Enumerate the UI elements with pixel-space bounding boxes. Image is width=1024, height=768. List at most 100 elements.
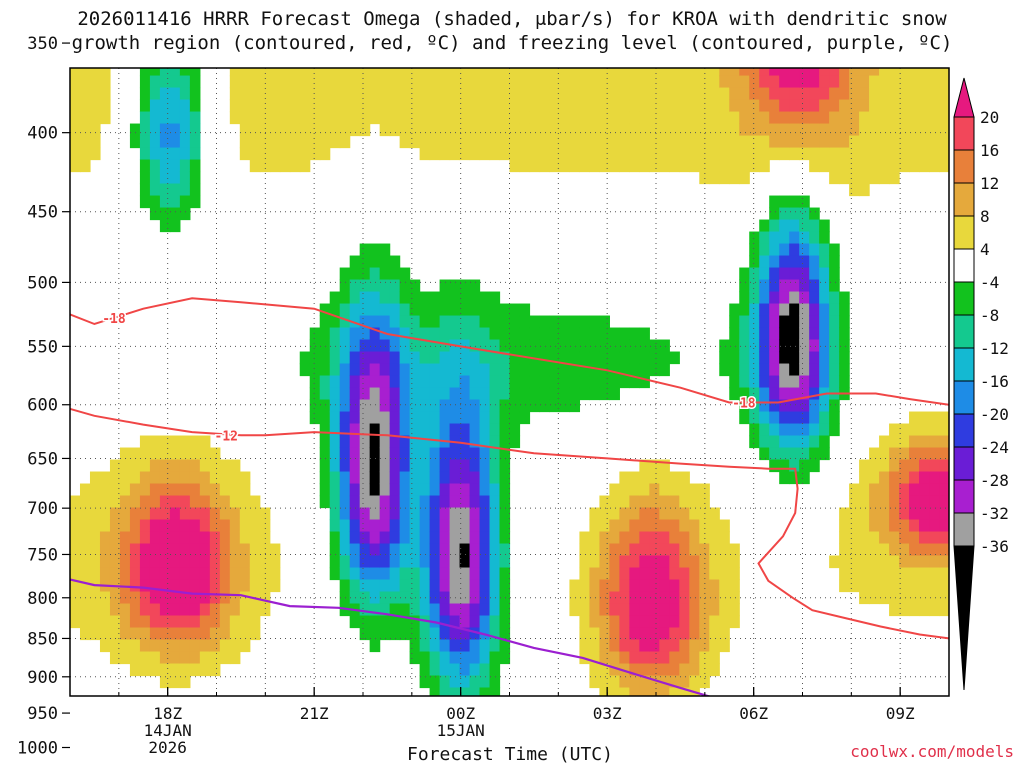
omega-cell: [149, 495, 161, 509]
omega-cell: [749, 387, 760, 401]
omega-cell: [219, 543, 231, 557]
omega-cell: [629, 99, 640, 113]
credit-link[interactable]: coolwx.com/models: [850, 742, 1014, 761]
omega-cell: [429, 375, 441, 389]
omega-cell: [109, 615, 121, 629]
omega-cell: [889, 111, 900, 125]
omega-cell: [389, 543, 401, 557]
omega-cell: [239, 68, 251, 77]
omega-cell: [389, 399, 401, 413]
omega-cell: [499, 387, 511, 401]
omega-cell: [229, 507, 241, 521]
omega-cell: [799, 135, 810, 149]
omega-cell: [159, 603, 171, 617]
omega-cell: [579, 567, 591, 581]
omega-cell: [829, 267, 840, 281]
omega-cell: [179, 123, 191, 137]
omega-cell: [709, 75, 720, 89]
omega-cell: [809, 267, 820, 281]
omega-cell: [739, 87, 750, 101]
omega-cell: [589, 0, 600, 4]
omega-cell: [409, 135, 421, 149]
omega-cell: [329, 111, 341, 125]
omega-cell: [509, 435, 521, 449]
omega-cell: [359, 255, 371, 269]
omega-cell: [479, 471, 491, 485]
omega-cell: [919, 123, 930, 137]
omega-cell: [339, 111, 351, 125]
omega-cell: [70, 147, 81, 161]
omega-cell: [189, 435, 201, 449]
omega-cell: [659, 615, 670, 629]
omega-cell: [229, 555, 241, 569]
omega-cell: [939, 579, 949, 593]
omega-cell: [729, 339, 740, 353]
omega-cell: [369, 519, 381, 533]
omega-cell: [289, 123, 301, 137]
omega-cell: [419, 303, 431, 317]
omega-cell: [829, 111, 840, 125]
omega-cell: [419, 591, 431, 605]
omega-cell: [429, 495, 441, 509]
omega-cell: [249, 543, 261, 557]
omega-cell: [439, 675, 451, 689]
omega-cell: [609, 75, 620, 89]
omega-cell: [819, 327, 830, 341]
omega-cell: [689, 135, 700, 149]
y-tick-label: 350: [27, 34, 58, 54]
omega-cell: [919, 75, 930, 89]
omega-cell: [599, 99, 610, 113]
omega-cell: [449, 411, 461, 425]
omega-cell: [79, 483, 91, 497]
omega-cell: [379, 519, 391, 533]
omega-cell: [479, 351, 491, 365]
omega-cell: [659, 543, 670, 557]
omega-cell: [669, 519, 680, 533]
omega-cell: [449, 399, 461, 413]
omega-cell: [859, 75, 870, 89]
omega-cell: [729, 147, 740, 161]
omega-cell: [239, 627, 251, 641]
omega-cell: [479, 495, 491, 509]
omega-cell: [169, 459, 181, 473]
omega-cell: [689, 0, 700, 4]
omega-cell: [629, 159, 640, 173]
omega-cell: [389, 99, 401, 113]
omega-cell: [129, 567, 141, 581]
omega-cell: [369, 99, 381, 113]
omega-cell: [329, 87, 341, 101]
omega-cell: [399, 387, 411, 401]
omega-cell: [539, 315, 551, 329]
omega-cell: [169, 435, 181, 449]
omega-cell: [769, 387, 780, 401]
omega-cell: [819, 291, 830, 305]
omega-cell: [359, 459, 371, 473]
omega-cell: [789, 207, 800, 221]
omega-cell: [339, 267, 351, 281]
omega-cell: [299, 111, 311, 125]
omega-cell: [70, 159, 81, 173]
omega-cell: [529, 99, 541, 113]
omega-cell: [359, 483, 371, 497]
omega-cell: [429, 339, 441, 353]
omega-cell: [319, 375, 331, 389]
omega-cell: [659, 135, 670, 149]
omega-cell: [599, 603, 610, 617]
omega-cell: [869, 579, 880, 593]
omega-cell: [499, 99, 511, 113]
omega-cell: [99, 531, 111, 545]
omega-cell: [689, 567, 700, 581]
omega-cell: [479, 543, 491, 557]
omega-cell: [779, 423, 790, 437]
omega-cell: [719, 603, 730, 617]
omega-cell: [489, 147, 501, 161]
omega-cell: [349, 399, 361, 413]
omega-cell: [70, 135, 81, 149]
omega-cell: [459, 387, 471, 401]
omega-cell: [319, 483, 331, 497]
omega-cell: [359, 123, 371, 137]
omega-cell: [489, 291, 501, 305]
omega-cell: [229, 627, 241, 641]
omega-cell: [199, 663, 211, 677]
omega-cell: [699, 543, 710, 557]
